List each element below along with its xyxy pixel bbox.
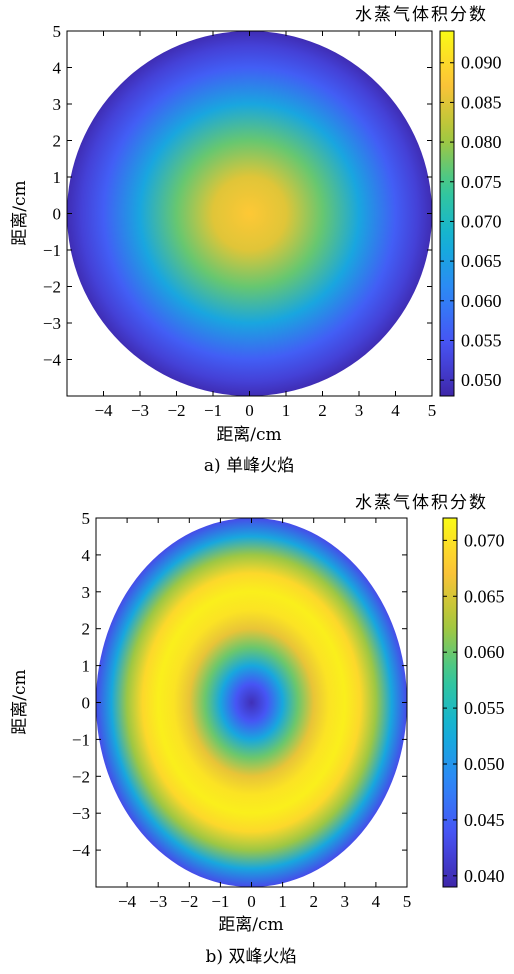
y-tick-label: −1	[43, 241, 61, 260]
y-tick-label: 2	[82, 620, 91, 639]
y-tick-label: −2	[43, 278, 61, 297]
x-tick-label: 5	[428, 401, 437, 420]
x-tick-label: 4	[372, 892, 381, 911]
colorbar-tick-label: 0.060	[464, 642, 505, 662]
y-tick-label: 4	[53, 59, 62, 78]
x-tick-label: 3	[355, 401, 364, 420]
y-tick-label: 0	[82, 694, 91, 713]
x-tick-label: −3	[149, 892, 167, 911]
colorbar-gradient	[443, 518, 457, 887]
x-tick-label: 0	[247, 892, 256, 911]
y-tick-label: 1	[82, 657, 91, 676]
heatmap-disc-a	[67, 31, 432, 396]
colorbar-tick-label: 0.045	[464, 810, 505, 830]
x-tick-label: −4	[118, 892, 137, 911]
colorbar-tick-label: 0.055	[461, 330, 502, 350]
colorbar-tick-label: 0.075	[461, 172, 502, 192]
colorbar-tick-label: 0.070	[464, 530, 505, 550]
y-tick-label: 4	[82, 546, 91, 565]
x-tick-label: −1	[204, 401, 222, 420]
x-axis-label-b: 距离/cm	[218, 915, 283, 935]
x-tick-label: −4	[94, 401, 113, 420]
colorbar-title-a: 水蒸气体积分数	[355, 5, 488, 25]
y-tick-label: −2	[72, 767, 90, 786]
y-tick-label: 3	[82, 583, 91, 602]
x-tick-label: 1	[278, 892, 287, 911]
y-tick-label: −4	[72, 841, 91, 860]
x-tick-label: 3	[341, 892, 350, 911]
colorbar-a: 0.090 0.085 0.080 0.075 0.070 0.065 0.060 0.055…	[440, 31, 502, 396]
y-tick-label: −3	[72, 804, 90, 823]
colorbar-tick-label: 0.080	[461, 132, 502, 152]
y-tick-label: 1	[53, 168, 62, 187]
colorbar-tick-label: 0.070	[461, 211, 502, 231]
caption-a: a) 单峰火焰	[204, 456, 294, 476]
colorbar-tick-label: 0.065	[464, 586, 505, 606]
colorbar-tick-label: 0.085	[461, 92, 502, 112]
colorbar-gradient	[440, 31, 454, 396]
y-tick-label: −4	[43, 351, 62, 370]
y-axis-label-a: 距离/cm	[10, 180, 30, 245]
x-tick-label: −2	[180, 892, 198, 911]
caption-b: b) 双峰火焰	[206, 947, 297, 967]
x-tick-label: −1	[211, 892, 229, 911]
colorbar-tick-label: 0.040	[464, 866, 505, 886]
colorbar-tick-label: 0.065	[461, 251, 502, 271]
colorbar-tick-label: 0.060	[461, 291, 502, 311]
y-tick-label: 0	[53, 205, 62, 224]
colorbar-tick-label: 0.050	[464, 754, 505, 774]
x-tick-label: 2	[318, 401, 327, 420]
colorbar-tick-label: 0.055	[464, 698, 505, 718]
y-tick-label: 5	[53, 22, 62, 41]
x-tick-label: 0	[245, 401, 254, 420]
y-tick-label: 2	[53, 132, 62, 151]
x-tick-label: −2	[167, 401, 185, 420]
x-tick-label: −3	[131, 401, 149, 420]
colorbar-b: 0.070 0.065 0.060 0.055 0.050 0.045 0.040	[443, 518, 505, 887]
y-tick-label: −1	[72, 730, 90, 749]
colorbar-tick-label: 0.090	[461, 53, 502, 73]
y-tick-label: 3	[53, 95, 62, 114]
x-tick-label: 2	[309, 892, 318, 911]
x-axis-label-a: 距离/cm	[216, 425, 281, 445]
x-tick-label: 5	[403, 892, 412, 911]
y-tick-label: 5	[82, 509, 91, 528]
y-axis-label-b: 距离/cm	[10, 669, 30, 734]
y-tick-label: −3	[43, 314, 61, 333]
heatmap-disc-b	[96, 518, 407, 887]
x-tick-label: 1	[282, 401, 291, 420]
colorbar-title-b: 水蒸气体积分数	[355, 493, 488, 513]
colorbar-tick-label: 0.050	[461, 370, 502, 390]
x-tick-label: 4	[391, 401, 400, 420]
